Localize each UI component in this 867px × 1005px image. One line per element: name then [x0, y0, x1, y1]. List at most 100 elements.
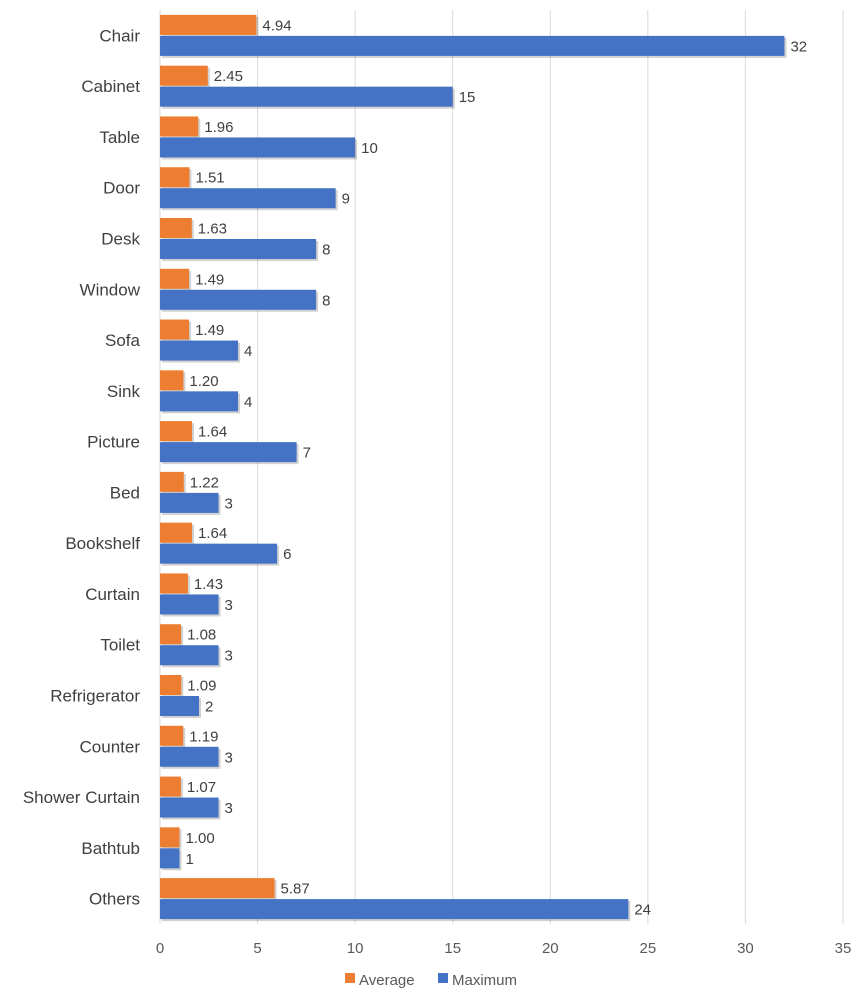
legend-swatch-maximum — [438, 973, 448, 983]
bar-average-window — [160, 268, 190, 289]
bar-maximum-refrigerator — [160, 696, 200, 716]
legend-swatch-average — [345, 973, 355, 983]
data-label-average-toilet: 1.08 — [187, 627, 216, 644]
data-label-average-bookshelf: 1.64 — [198, 525, 227, 542]
data-label-average-others: 5.87 — [281, 881, 310, 898]
data-label-average-bathtub: 1.00 — [186, 830, 215, 847]
data-label-average-sink: 1.20 — [189, 373, 218, 390]
bar-maximum-shower-curtain — [160, 797, 219, 818]
category-label-bed: Bed — [110, 483, 140, 502]
data-label-average-door: 1.51 — [195, 170, 224, 187]
data-label-maximum-refrigerator: 2 — [205, 699, 213, 716]
bar-average-shower-curtain — [160, 776, 181, 797]
bar-average-bed — [160, 471, 184, 492]
bar-maximum-window — [160, 289, 317, 310]
category-label-counter: Counter — [80, 737, 141, 756]
data-label-maximum-sink: 4 — [244, 394, 252, 411]
category-label-sink: Sink — [107, 382, 141, 401]
bar-average-others — [160, 878, 275, 899]
bar-maximum-toilet — [160, 645, 219, 666]
category-label-chair: Chair — [99, 26, 140, 45]
data-label-maximum-cabinet: 15 — [459, 89, 476, 106]
x-tick-15: 15 — [444, 940, 461, 957]
category-labels: Chair Cabinet Table Door Desk Window Sofa Sink P… — [23, 26, 141, 908]
data-label-maximum-picture: 7 — [303, 445, 311, 462]
bar-average-picture — [160, 421, 193, 442]
bar-average-sink — [160, 370, 184, 391]
bar-average-bookshelf — [160, 522, 193, 543]
bar-maximum-bathtub — [160, 848, 180, 869]
data-label-maximum-curtain: 3 — [225, 597, 233, 614]
x-tick-30: 30 — [737, 940, 754, 957]
category-label-curtain: Curtain — [85, 585, 140, 604]
data-label-maximum-table: 10 — [361, 140, 378, 157]
x-tick-labels: 0 5 10 15 20 25 30 35 — [156, 940, 852, 957]
data-label-maximum-bathtub: 1 — [186, 851, 194, 868]
category-label-door: Door — [103, 179, 140, 198]
bar-maximum-curtain — [160, 594, 219, 615]
category-label-toilet: Toilet — [100, 636, 140, 655]
bar-average-toilet — [160, 624, 182, 645]
category-label-shower-curtain: Shower Curtain — [23, 788, 140, 807]
category-label-cabinet: Cabinet — [81, 77, 140, 96]
x-tick-25: 25 — [640, 940, 657, 957]
legend-label-maximum: Maximum — [452, 972, 517, 989]
x-tick-5: 5 — [253, 940, 261, 957]
data-label-maximum-desk: 8 — [322, 242, 330, 259]
data-label-maximum-door: 9 — [342, 191, 350, 208]
bar-average-refrigerator — [160, 675, 182, 695]
gridlines — [159, 10, 844, 924]
data-label-average-window: 1.49 — [195, 271, 224, 288]
bar-average-table — [160, 116, 199, 137]
category-label-refrigerator: Refrigerator — [50, 687, 140, 706]
category-label-others: Others — [89, 890, 140, 909]
category-label-sofa: Sofa — [105, 331, 141, 350]
bar-maximum-chair — [160, 35, 785, 56]
data-label-maximum-toilet: 3 — [225, 648, 233, 665]
data-label-average-picture: 1.64 — [198, 424, 227, 441]
bar-maximum-sink — [160, 391, 239, 412]
bar-average-curtain — [160, 573, 188, 594]
x-tick-35: 35 — [835, 940, 852, 957]
bar-maximum-desk — [160, 239, 317, 259]
bar-average-counter — [160, 725, 184, 746]
bar-maximum-cabinet — [160, 86, 453, 107]
data-label-average-bed: 1.22 — [190, 474, 219, 491]
bar-average-sofa — [160, 319, 190, 340]
category-label-bathtub: Bathtub — [81, 839, 140, 858]
data-label-average-cabinet: 2.45 — [214, 68, 243, 85]
data-label-average-chair: 4.94 — [262, 17, 291, 34]
data-label-maximum-counter: 3 — [225, 749, 233, 766]
category-label-desk: Desk — [101, 230, 140, 249]
data-label-maximum-sofa: 4 — [244, 343, 252, 360]
data-label-maximum-shower-curtain: 3 — [225, 800, 233, 817]
bar-average-chair — [160, 14, 257, 35]
data-label-average-desk: 1.63 — [198, 221, 227, 238]
data-label-average-shower-curtain: 1.07 — [187, 779, 216, 796]
data-label-maximum-others: 24 — [634, 902, 651, 919]
category-label-table: Table — [99, 128, 140, 147]
data-label-maximum-window: 8 — [322, 292, 330, 309]
bar-average-door — [160, 167, 190, 188]
category-label-picture: Picture — [87, 433, 140, 452]
data-label-average-table: 1.96 — [204, 119, 233, 136]
legend-label-average: Average — [359, 972, 415, 989]
data-label-maximum-bed: 3 — [225, 495, 233, 512]
bar-maximum-door — [160, 188, 336, 209]
bars: 4.94322.45151.96101.5191.6381.4981.4941.… — [160, 14, 807, 922]
data-label-maximum-chair: 32 — [790, 38, 807, 55]
bar-maximum-picture — [160, 442, 297, 463]
category-label-bookshelf: Bookshelf — [65, 534, 140, 553]
bar-average-bathtub — [160, 827, 180, 848]
bar-maximum-bookshelf — [160, 543, 278, 564]
bar-maximum-counter — [160, 746, 219, 767]
bar-maximum-table — [160, 137, 356, 158]
bar-average-cabinet — [160, 65, 208, 86]
data-label-average-curtain: 1.43 — [194, 576, 223, 593]
legend: Average Maximum — [345, 972, 517, 989]
bar-maximum-bed — [160, 492, 219, 513]
x-tick-10: 10 — [347, 940, 364, 957]
data-label-average-sofa: 1.49 — [195, 322, 224, 339]
x-tick-0: 0 — [156, 940, 164, 957]
